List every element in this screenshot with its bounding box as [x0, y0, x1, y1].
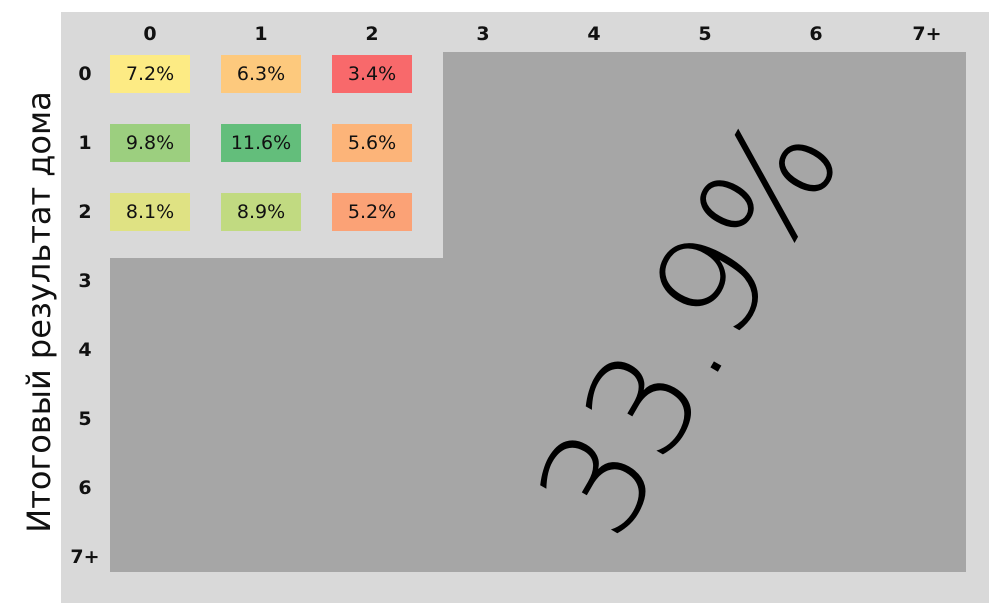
heatmap-cell-r0-c2: 3.4%: [332, 55, 412, 93]
heatmap-cell-r2-c0: 8.1%: [110, 193, 190, 231]
heatmap-cell-r2-c1: 8.9%: [221, 193, 301, 231]
column-label-4: 4: [587, 23, 601, 45]
column-label-5: 5: [698, 23, 712, 45]
heatmap-cell-r0-c0: 7.2%: [110, 55, 190, 93]
aggregate-region-shape: [110, 52, 966, 572]
column-label-2: 2: [365, 23, 379, 45]
row-label-6: 6: [78, 477, 92, 499]
row-label-2: 2: [78, 201, 92, 223]
row-label-0: 0: [78, 63, 92, 85]
heatmap-cell-r1-c0: 9.8%: [110, 124, 190, 162]
y-axis-label: Итоговый результат дома: [20, 91, 58, 533]
row-label-1: 1: [78, 132, 92, 154]
heatmap-cell-r1-c2: 5.6%: [332, 124, 412, 162]
column-label-7plus: 7+: [912, 23, 942, 45]
row-label-7plus: 7+: [70, 546, 100, 568]
heatmap-cell-r0-c1: 6.3%: [221, 55, 301, 93]
heatmap-cell-r1-c1: 11.6%: [221, 124, 301, 162]
column-label-1: 1: [254, 23, 268, 45]
row-label-5: 5: [78, 408, 92, 430]
column-label-0: 0: [143, 23, 157, 45]
column-label-6: 6: [809, 23, 823, 45]
heatmap-cell-r2-c2: 5.2%: [332, 193, 412, 231]
row-label-4: 4: [78, 339, 92, 361]
column-label-3: 3: [476, 23, 490, 45]
row-label-3: 3: [78, 270, 92, 292]
